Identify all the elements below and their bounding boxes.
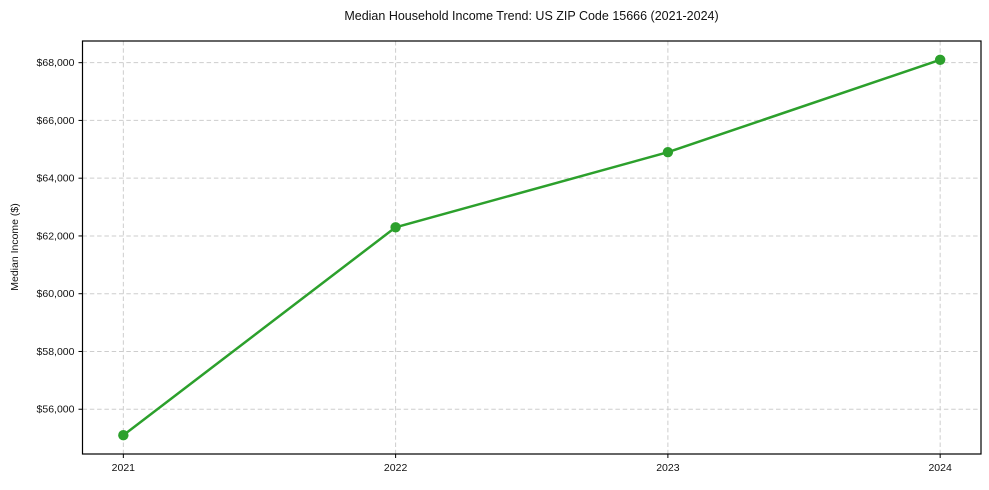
data-point-marker xyxy=(118,430,129,441)
y-tick-label: $58,000 xyxy=(37,346,75,358)
y-tick-label: $66,000 xyxy=(37,115,75,127)
income-trend-line xyxy=(122,58,942,437)
y-tick-label: $62,000 xyxy=(37,230,75,242)
y-tick-label: $68,000 xyxy=(37,57,75,69)
axes-spines xyxy=(81,40,982,455)
data-point-marker xyxy=(662,146,674,158)
chart-title: Median Household Income Trend: US ZIP Co… xyxy=(344,9,719,23)
data-point-marker xyxy=(390,222,401,233)
x-tick-label: 2024 xyxy=(928,462,952,474)
x-tick-label: 2021 xyxy=(112,462,136,474)
data-point-marker xyxy=(934,54,946,65)
x-tick-label: 2022 xyxy=(384,462,408,474)
y-tick-label: $56,000 xyxy=(37,404,75,416)
x-tick-label: 2023 xyxy=(656,462,680,474)
y-tick-label: $64,000 xyxy=(37,173,75,185)
y-tick-label: $60,000 xyxy=(37,288,75,300)
